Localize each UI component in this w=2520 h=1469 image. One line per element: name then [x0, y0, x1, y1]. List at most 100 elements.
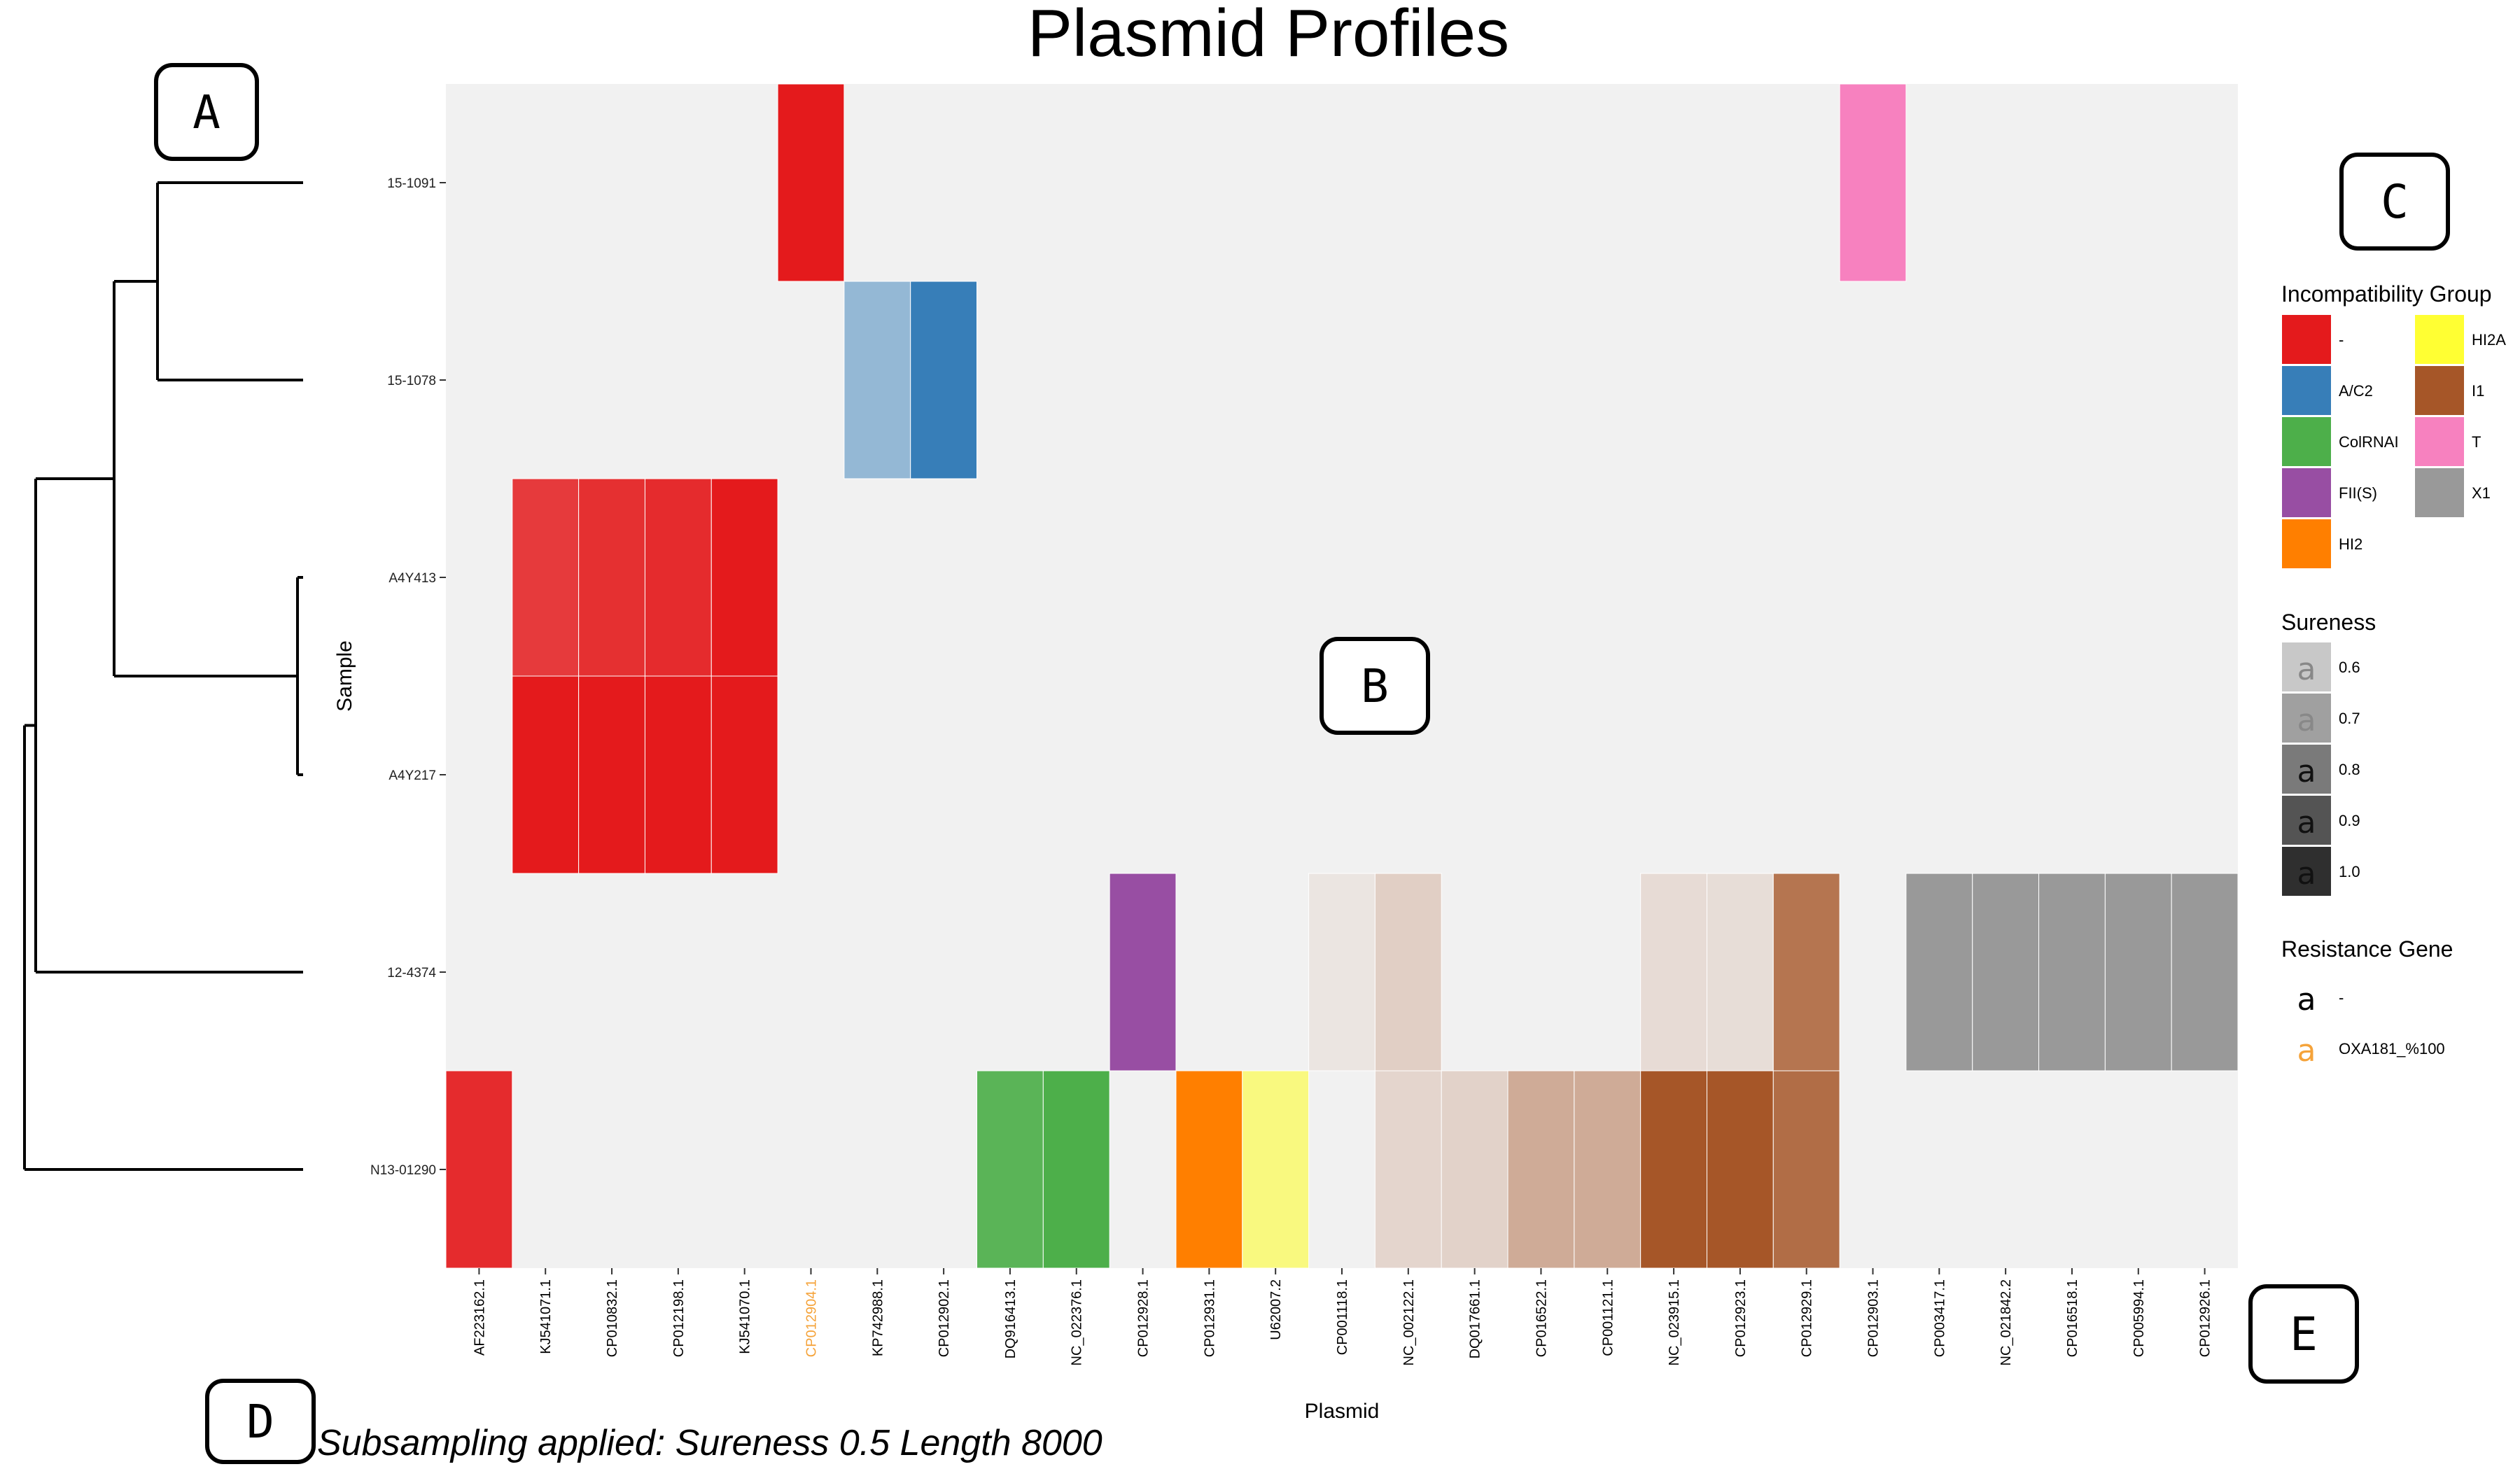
panel-label-c: C — [2339, 153, 2450, 251]
chart-title: Plasmid Profiles — [1028, 0, 1509, 71]
legend-title-incompatibility: Incompatibility Group — [2281, 281, 2492, 307]
legend: Incompatibility Group - A/C2 ColRNAI FII(S) H… — [2281, 281, 2506, 1069]
heatmap-cell — [1374, 1070, 1442, 1269]
heatmap-cell — [1706, 873, 1774, 1071]
x-tick-label: CP012928.1 — [1136, 1279, 1152, 1357]
y-tick-label: N13-01290 — [370, 1163, 436, 1178]
panel-label-b: B — [1320, 637, 1430, 735]
heatmap-cell — [1109, 873, 1177, 1071]
heatmap-cell — [1972, 873, 2040, 1071]
legend-label: FII(S) — [2339, 484, 2377, 502]
heatmap-cell — [1374, 873, 1442, 1071]
heatmap-cell — [578, 675, 645, 874]
heatmap-cell — [1640, 1070, 1707, 1269]
legend-label: ColRNAI — [2339, 433, 2399, 451]
heatmap-cell — [512, 478, 580, 677]
x-tick-label: CP001121.1 — [1600, 1279, 1616, 1356]
heatmap-cell — [1441, 1070, 1508, 1269]
heatmap-cell — [1905, 873, 1973, 1071]
legend-label: T — [2472, 433, 2481, 451]
heatmap-cell — [710, 675, 778, 874]
x-tick-label: CP010832.1 — [605, 1279, 620, 1357]
x-axis-ticks: AF223162.1 KJ541071.1 CP010832.1 CP012198.1… — [472, 1268, 2213, 1365]
x-tick-label: CP012902.1 — [937, 1279, 952, 1357]
y-axis-ticks: 15-1091 15-1078 A4Y413 A4Y217 12-4374 N13-012… — [370, 176, 446, 1178]
legend-label: - — [2339, 989, 2344, 1006]
heatmap-cell — [1507, 1070, 1575, 1269]
x-tick-label: NC_021842.2 — [1998, 1279, 2014, 1365]
x-tick-label: CP012903.1 — [1866, 1279, 1882, 1357]
legend-label: OXA181_%100 — [2339, 1040, 2445, 1057]
legend-label: 0.8 — [2339, 761, 2360, 778]
x-tick-label: CP012931.1 — [1202, 1279, 1217, 1357]
x-tick-label: NC_002122.1 — [1401, 1279, 1417, 1365]
legend-swatch — [2282, 796, 2331, 845]
x-tick-label: DQ916413.1 — [1003, 1279, 1018, 1358]
heatmap-cell — [644, 478, 712, 677]
x-tick-label: KJ541071.1 — [538, 1279, 554, 1354]
heatmap-cell — [1640, 873, 1707, 1071]
legend-glyph: a — [2297, 1033, 2316, 1069]
x-tick-label: CP005994.1 — [2132, 1279, 2147, 1357]
y-tick-label: 15-1091 — [387, 176, 436, 191]
sample-dendrogram — [23, 181, 303, 1171]
legend-swatch — [2415, 315, 2464, 364]
subsampling-footnote: Subsampling applied: Sureness 0.5 Length… — [317, 1423, 1102, 1463]
legend-swatch — [2282, 847, 2331, 896]
legend-label: I1 — [2472, 382, 2484, 400]
x-tick-label: CP016522.1 — [1534, 1279, 1549, 1357]
heatmap-cell — [1308, 873, 1376, 1071]
legend-label: A/C2 — [2339, 382, 2373, 400]
heatmap-cell — [1574, 1070, 1642, 1269]
x-tick-label: NC_022376.1 — [1070, 1279, 1085, 1365]
legend-title-resistance: Resistance Gene — [2281, 936, 2453, 962]
legend-swatch — [2282, 694, 2331, 743]
legend-title-sureness: Sureness — [2281, 610, 2376, 635]
panel-label-a: A — [154, 63, 259, 161]
heatmap-cell — [710, 478, 778, 677]
x-tick-label: CP012904.1 — [804, 1279, 819, 1357]
heatmap-cell — [1242, 1070, 1310, 1269]
x-tick-label: DQ017661.1 — [1468, 1279, 1483, 1358]
legend-label: 0.6 — [2339, 659, 2360, 676]
legend-swatch — [2282, 417, 2331, 466]
legend-swatch — [2282, 745, 2331, 794]
legend-swatch — [2282, 315, 2331, 364]
legend-swatch — [2282, 468, 2331, 517]
heatmap-cell — [976, 1070, 1044, 1269]
x-tick-label: CP012923.1 — [1733, 1279, 1749, 1357]
x-tick-label: AF223162.1 — [472, 1279, 487, 1356]
legend-swatch — [2415, 366, 2464, 415]
heatmap-cell — [2171, 873, 2239, 1071]
y-tick-label: A4Y413 — [388, 571, 436, 586]
x-tick-label: NC_023915.1 — [1667, 1279, 1682, 1365]
x-axis-label: Plasmid — [1305, 1400, 1380, 1423]
legend-glyph: a — [2297, 856, 2316, 892]
x-tick-label: CP012926.1 — [2198, 1279, 2213, 1357]
legend-swatch — [2282, 642, 2331, 691]
legend-label: 0.9 — [2339, 812, 2360, 829]
legend-glyph: a — [2297, 805, 2316, 841]
heatmap-cell — [1175, 1070, 1243, 1269]
heatmap-cell — [2104, 873, 2172, 1071]
heatmap-cell — [644, 675, 712, 874]
heatmap-cell — [578, 478, 645, 677]
heatmap-cell — [445, 1070, 513, 1269]
legend-swatch — [2282, 519, 2331, 568]
legend-glyph: a — [2297, 652, 2316, 687]
heatmap-cells — [445, 83, 2239, 1269]
legend-glyph: a — [2297, 754, 2316, 789]
legend-label: - — [2339, 331, 2344, 349]
x-tick-label: CP016518.1 — [2065, 1279, 2080, 1357]
legend-swatch — [2282, 366, 2331, 415]
x-tick-label: CP012929.1 — [1800, 1279, 1815, 1357]
legend-label: HI2 — [2339, 535, 2362, 553]
legend-swatch — [2415, 417, 2464, 466]
legend-label: 1.0 — [2339, 863, 2360, 880]
heatmap-cell — [910, 281, 978, 479]
y-tick-label: 12-4374 — [387, 966, 436, 980]
x-tick-label: CP003417.1 — [1932, 1279, 1947, 1357]
legend-swatch — [2415, 468, 2464, 517]
heatmap-cell — [2038, 873, 2106, 1071]
